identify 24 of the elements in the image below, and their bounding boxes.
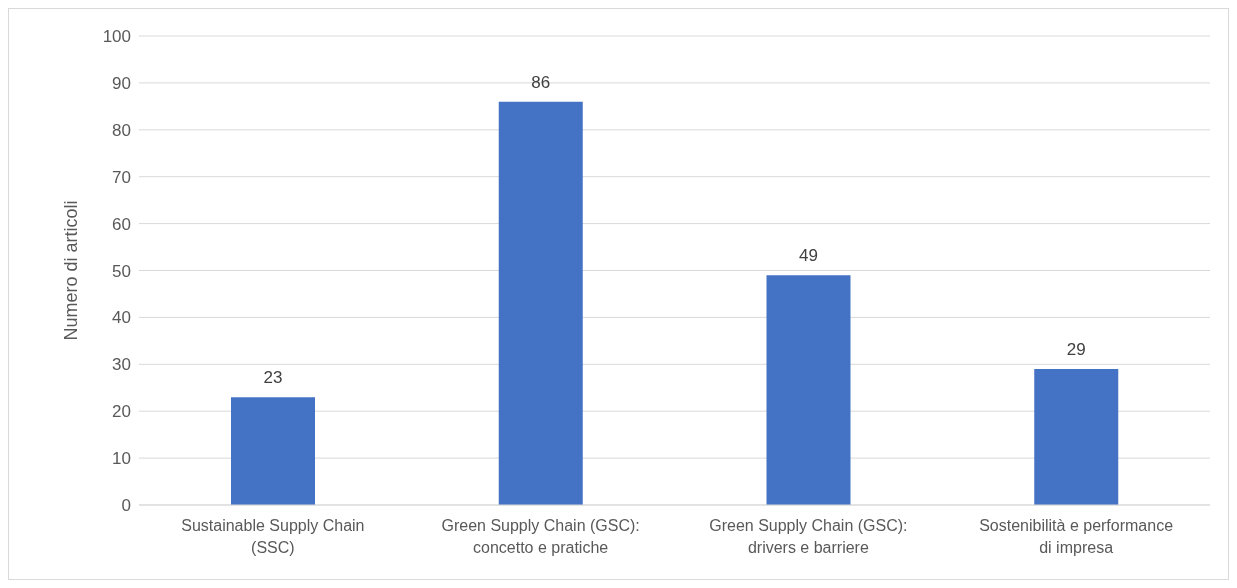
bar	[766, 275, 851, 505]
y-tick-label: 90	[112, 73, 131, 93]
y-tick-label: 0	[121, 496, 131, 516]
y-tick-label: 10	[112, 449, 131, 469]
y-tick-label: 60	[112, 214, 131, 234]
y-tick-label: 80	[112, 120, 131, 140]
data-label: 49	[799, 246, 818, 266]
bar	[498, 101, 583, 505]
bar	[1034, 368, 1119, 505]
data-label: 23	[263, 368, 283, 388]
x-tick-label: Sostenibilità e performance di impresa	[979, 517, 1174, 556]
x-tick-label: Green Supply Chain (GSC): drivers e barriere	[709, 517, 908, 556]
data-label: 86	[531, 72, 551, 92]
y-tick-label: 50	[112, 261, 131, 281]
x-tick-label: Sustainable Supply Chain (SSC)	[181, 517, 365, 556]
y-tick-label: 70	[112, 167, 131, 187]
bar	[231, 397, 315, 505]
y-tick-label: 100	[102, 27, 131, 47]
y-tick-label: 20	[112, 402, 131, 422]
y-tick-label: 30	[112, 355, 131, 375]
y-tick-label: 40	[112, 308, 131, 328]
data-label: 29	[1066, 339, 1086, 359]
x-tick-label: Green Supply Chain (GSC): concetto e pratiche	[441, 517, 640, 556]
y-axis-title: Numero di articoli	[61, 200, 82, 341]
